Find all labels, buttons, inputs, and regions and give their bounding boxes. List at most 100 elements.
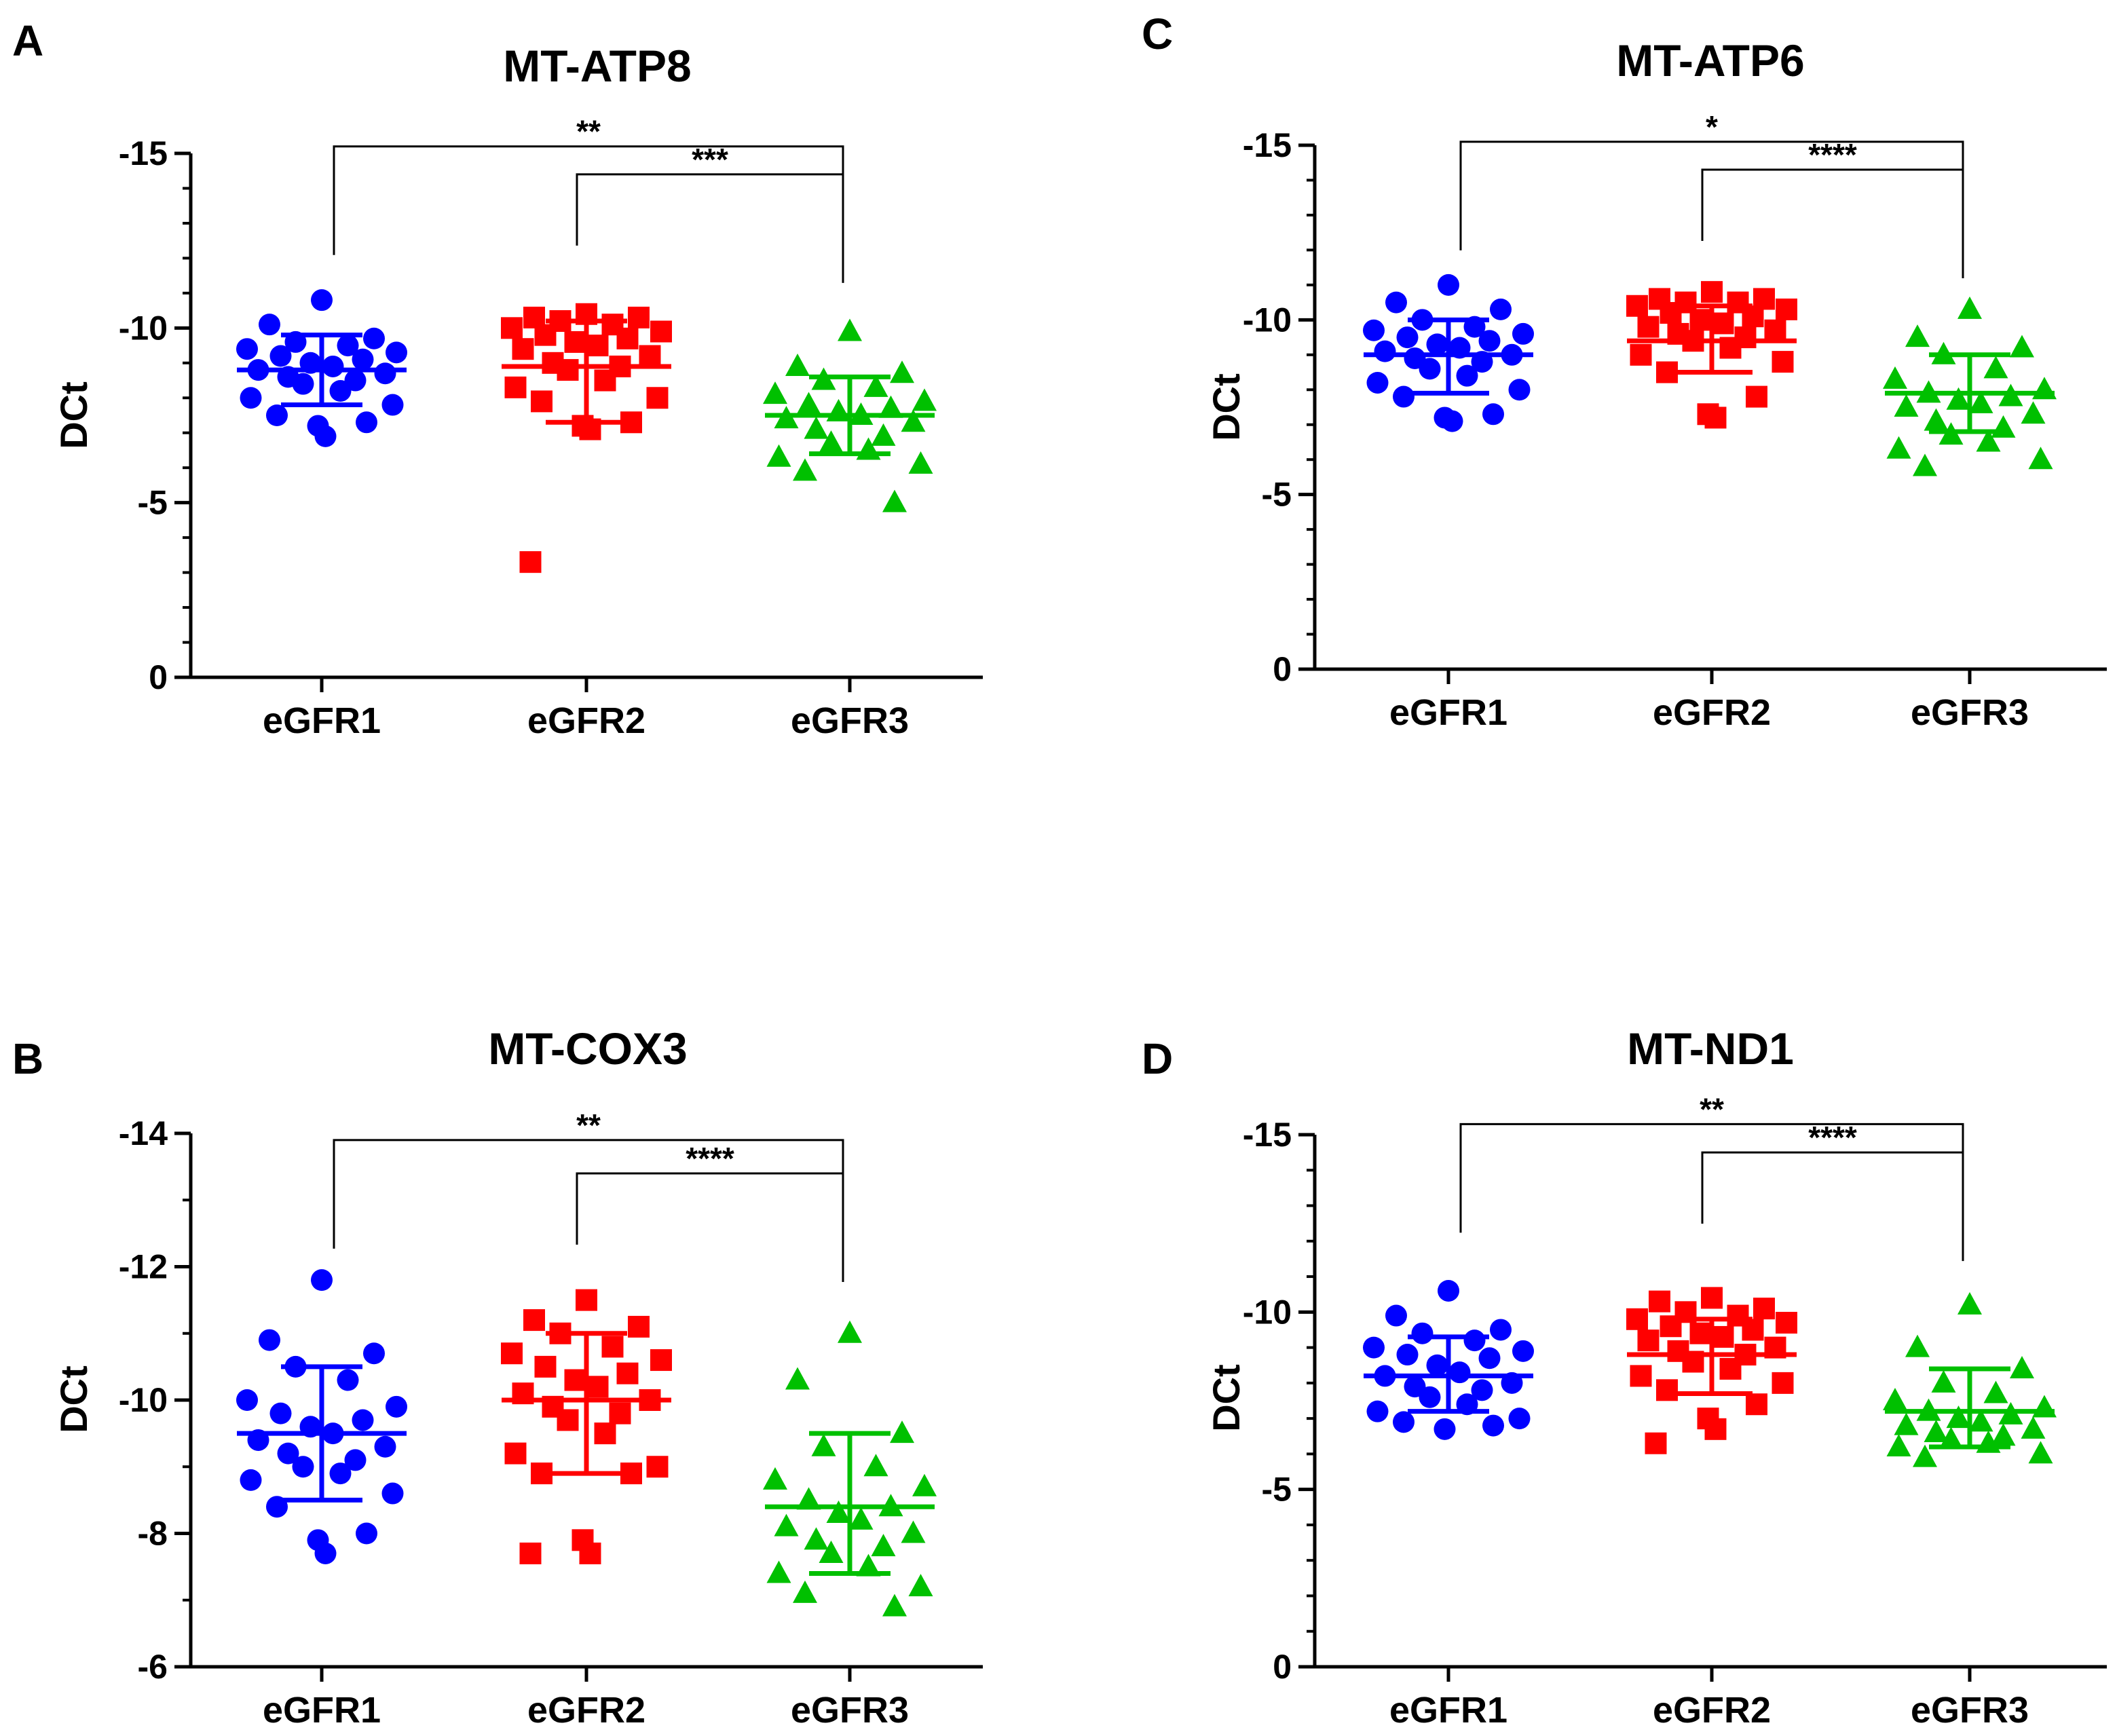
x-tick-label: eGFR1 bbox=[1389, 692, 1507, 733]
data-point bbox=[616, 327, 639, 350]
data-point bbox=[1991, 415, 2016, 438]
data-point bbox=[356, 1522, 377, 1545]
y-tick-label: -15 bbox=[1243, 1116, 1292, 1154]
data-point bbox=[1938, 1427, 1964, 1450]
data-point bbox=[1645, 1432, 1667, 1454]
data-point bbox=[1689, 309, 1712, 331]
data-point bbox=[1419, 358, 1441, 380]
y-tick-label: -12 bbox=[119, 1248, 168, 1286]
data-point bbox=[650, 1349, 672, 1372]
data-point bbox=[2032, 1395, 2057, 1418]
data-point bbox=[1637, 1329, 1660, 1352]
data-point bbox=[1946, 387, 1971, 410]
data-point bbox=[1742, 305, 1764, 328]
panel-letter: A bbox=[12, 16, 43, 65]
data-point bbox=[534, 324, 557, 346]
series-egfr2 bbox=[1626, 1287, 1797, 1454]
data-point bbox=[1701, 281, 1723, 303]
data-point bbox=[1772, 351, 1794, 373]
significance-label: ** bbox=[1700, 1091, 1724, 1127]
data-point bbox=[594, 369, 616, 392]
data-point bbox=[1478, 1347, 1501, 1370]
data-point bbox=[1490, 1319, 1512, 1341]
data-point bbox=[1649, 1290, 1670, 1313]
data-point bbox=[586, 1376, 609, 1398]
data-point bbox=[586, 335, 609, 357]
data-point bbox=[2028, 447, 2053, 470]
data-point bbox=[1508, 1408, 1531, 1430]
data-point bbox=[826, 398, 851, 421]
y-axis-label: DCt bbox=[52, 1365, 95, 1433]
data-point bbox=[501, 1342, 523, 1365]
data-point bbox=[337, 335, 359, 357]
data-point bbox=[564, 331, 586, 353]
data-point bbox=[1924, 408, 1949, 431]
y-tick-label: -15 bbox=[1243, 126, 1292, 164]
data-point bbox=[1746, 385, 1767, 408]
data-point bbox=[901, 1520, 926, 1543]
data-point bbox=[774, 1513, 799, 1536]
data-point bbox=[2028, 1441, 2053, 1464]
data-point bbox=[1438, 273, 1459, 296]
data-point bbox=[763, 381, 787, 404]
data-point bbox=[1983, 356, 2008, 379]
data-point bbox=[1772, 1372, 1794, 1394]
data-point bbox=[1456, 364, 1478, 387]
data-point bbox=[2021, 1416, 2046, 1439]
data-point bbox=[1385, 1304, 1407, 1327]
data-point bbox=[1471, 1379, 1493, 1401]
data-point bbox=[576, 1289, 597, 1311]
data-point bbox=[1512, 1340, 1534, 1362]
data-point bbox=[796, 1487, 821, 1510]
data-point bbox=[1753, 1298, 1775, 1320]
data-point bbox=[1701, 1287, 1723, 1309]
data-point bbox=[344, 1449, 367, 1471]
data-point bbox=[1366, 1400, 1389, 1422]
data-point bbox=[1719, 1357, 1742, 1380]
data-point bbox=[1886, 1433, 1911, 1456]
data-point bbox=[386, 1395, 407, 1418]
data-point bbox=[1883, 366, 1907, 389]
data-point bbox=[890, 1420, 914, 1443]
data-point bbox=[785, 353, 810, 376]
data-point bbox=[269, 1402, 292, 1424]
x-tick-label: eGFR2 bbox=[1653, 692, 1771, 733]
panel-b: B MT-COX3 DCt -14 -12 -10 -8 -6 eGFR1 eGFR2 eGFR3 *… bbox=[12, 1023, 983, 1731]
data-point bbox=[2021, 401, 2046, 424]
y-tick-label: 0 bbox=[1273, 650, 1292, 688]
series-egfr3 bbox=[763, 1320, 937, 1617]
series-egfr3 bbox=[1883, 1291, 2057, 1467]
data-point bbox=[1689, 1322, 1712, 1344]
data-point bbox=[1626, 1308, 1648, 1330]
data-point bbox=[1630, 1365, 1652, 1387]
y-tick-label: -14 bbox=[119, 1114, 168, 1152]
data-point bbox=[1886, 436, 1911, 459]
data-point bbox=[292, 1456, 314, 1478]
data-point bbox=[352, 348, 374, 371]
data-point bbox=[1883, 1388, 1907, 1410]
series-egfr1 bbox=[1363, 1279, 1534, 1440]
data-point bbox=[1957, 1291, 1982, 1315]
data-point bbox=[1393, 1411, 1415, 1433]
series-egfr1 bbox=[236, 289, 407, 447]
data-point bbox=[519, 1542, 542, 1564]
data-point bbox=[826, 1501, 851, 1524]
x-tick-label: eGFR2 bbox=[527, 1690, 645, 1731]
data-point bbox=[1508, 379, 1531, 401]
data-point bbox=[819, 1540, 844, 1563]
data-point bbox=[594, 1422, 616, 1445]
data-point bbox=[901, 409, 926, 432]
data-point bbox=[1764, 319, 1786, 341]
panel-letter: D bbox=[1142, 1034, 1173, 1083]
data-point bbox=[277, 1442, 299, 1465]
data-point bbox=[1712, 1325, 1734, 1348]
series-egfr1 bbox=[1363, 273, 1534, 432]
data-point bbox=[1704, 1418, 1727, 1440]
data-point bbox=[374, 1435, 396, 1458]
y-axis-label: DCt bbox=[52, 381, 95, 449]
data-point bbox=[329, 1463, 352, 1485]
data-point bbox=[329, 379, 352, 402]
panel-letter: B bbox=[12, 1034, 43, 1083]
data-point bbox=[804, 416, 829, 439]
